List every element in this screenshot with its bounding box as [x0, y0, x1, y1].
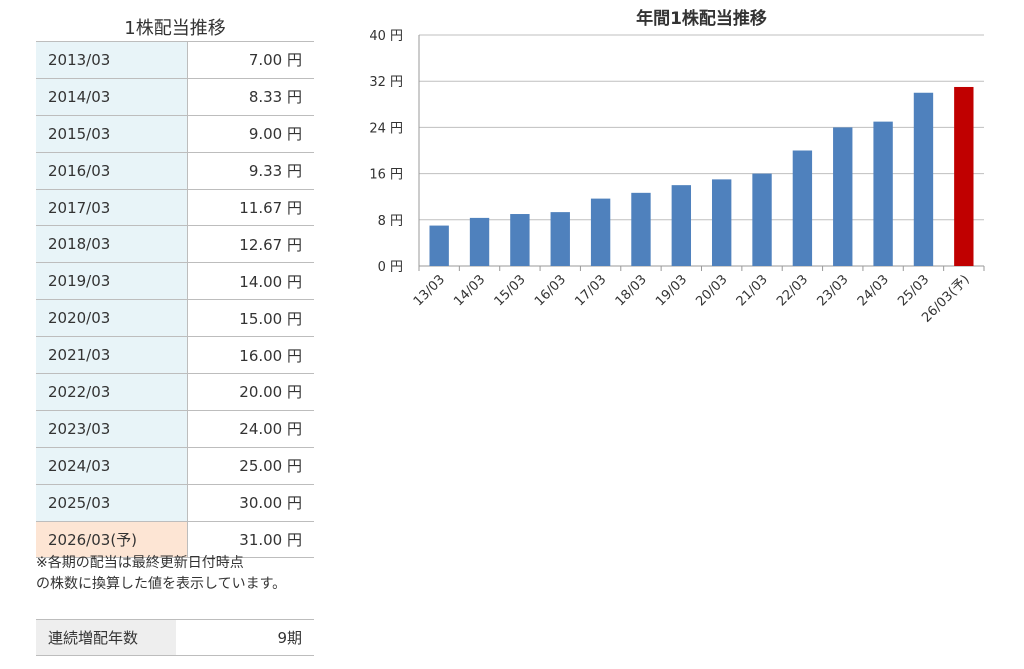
- dividend-period: 2021/03: [36, 336, 188, 375]
- y-tick-label: 16 円: [369, 168, 403, 183]
- bar: [752, 173, 772, 266]
- dividend-row: 2022/03 20.00 円: [36, 373, 314, 411]
- dividend-row: 2025/03 30.00 円: [36, 484, 314, 522]
- dividend-row: 2024/03 25.00 円: [36, 447, 314, 485]
- dividend-amount: 16.00 円: [187, 336, 314, 375]
- dividend-amount: 12.67 円: [187, 225, 314, 264]
- dividend-row: 2021/03 16.00 円: [36, 336, 314, 375]
- dividend-row: 2020/03 15.00 円: [36, 299, 314, 338]
- dividend-row: 2026/03(予) 31.00 円: [36, 521, 314, 559]
- bar: [873, 121, 893, 266]
- x-tick-label: 14/03: [451, 272, 488, 309]
- dividend-row: 2015/03 9.00 円: [36, 115, 314, 153]
- y-tick-label: 0 円: [378, 260, 403, 275]
- bar: [792, 150, 813, 266]
- dividend-row: 2013/03 7.00 円: [36, 41, 314, 79]
- bar: [711, 179, 732, 266]
- dividend-note: ※各期の配当は最終更新日付時点 の株数に換算した値を表示しています。: [36, 553, 326, 595]
- dividend-period: 2017/03: [36, 189, 188, 227]
- dividend-amount: 15.00 円: [187, 299, 314, 338]
- consecutive-increase-value: 9期: [176, 619, 314, 656]
- dividend-period: 2014/03: [36, 78, 188, 116]
- dividend-amount: 11.67 円: [187, 189, 314, 227]
- x-tick-label: 20/03: [693, 272, 730, 309]
- bar: [954, 86, 974, 266]
- dividend-period: 2013/03: [36, 41, 188, 79]
- dividend-amount: 20.00 円: [187, 373, 314, 411]
- dividend-amount: 14.00 円: [187, 262, 314, 301]
- bar: [833, 127, 853, 267]
- dividend-table-title: 1株配当推移: [124, 18, 226, 39]
- y-tick-label: 8 円: [378, 214, 403, 229]
- x-tick-label: 15/03: [492, 272, 529, 309]
- note-line-1: ※各期の配当は最終更新日付時点: [36, 555, 244, 571]
- dividend-period: 2024/03: [36, 447, 188, 485]
- dividend-amount: 8.33 円: [187, 78, 314, 116]
- dividend-period: 2022/03: [36, 373, 188, 411]
- dividend-row: 2016/03 9.33 円: [36, 152, 314, 190]
- bar: [469, 217, 490, 266]
- dividend-period: 2016/03: [36, 152, 188, 190]
- bar: [671, 185, 692, 266]
- consecutive-increase-row: 連続増配年数 9期: [36, 619, 314, 656]
- chart-title: 年間1株配当推移: [636, 8, 767, 29]
- x-tick-label: 13/03: [411, 272, 448, 309]
- y-tick-label: 32 円: [369, 75, 403, 90]
- dividend-amount: 9.33 円: [187, 152, 314, 190]
- y-tick-label: 24 円: [369, 121, 403, 136]
- x-tick-label: 16/03: [532, 272, 569, 309]
- x-tick-label: 22/03: [774, 272, 811, 309]
- dividend-amount: 31.00 円: [187, 521, 314, 559]
- dividend-amount: 7.00 円: [187, 41, 314, 79]
- consecutive-increase-table: 連続増配年数 9期: [36, 619, 314, 656]
- dividend-period: 2015/03: [36, 115, 188, 153]
- dividend-period: 2026/03(予): [36, 521, 188, 559]
- y-tick-label: 40 円: [369, 29, 403, 44]
- dividend-amount: 25.00 円: [187, 447, 314, 485]
- bar: [631, 192, 651, 266]
- x-tick-label: 18/03: [613, 272, 650, 309]
- dividend-amount: 9.00 円: [187, 115, 314, 153]
- x-tick-label: 21/03: [734, 272, 771, 309]
- x-tick-label: 25/03: [895, 272, 932, 309]
- x-tick-label: 19/03: [653, 272, 690, 309]
- dividend-period: 2025/03: [36, 484, 188, 522]
- bar: [429, 225, 449, 266]
- note-line-2: の株数に換算した値を表示しています。: [36, 576, 287, 592]
- bar: [550, 212, 570, 266]
- dividend-row: 2017/03 11.67 円: [36, 189, 314, 227]
- dividend-period: 2019/03: [36, 262, 188, 301]
- dividend-row: 2014/03 8.33 円: [36, 78, 314, 116]
- bar: [590, 198, 611, 266]
- dividend-period: 2018/03: [36, 225, 188, 264]
- bar: [913, 92, 934, 266]
- dividend-amount: 24.00 円: [187, 410, 314, 448]
- dividend-period: 2020/03: [36, 299, 188, 338]
- x-tick-label: 23/03: [814, 272, 851, 309]
- consecutive-increase-label: 連続増配年数: [36, 619, 176, 656]
- annual-dividend-chart: 年間1株配当推移 0 円 8 円 16 円 24 円 32 円 40 円 13/03 14/03…: [369, 8, 985, 326]
- bar: [510, 214, 530, 266]
- x-tick-label: 17/03: [572, 272, 609, 309]
- dividend-row: 2023/03 24.00 円: [36, 410, 314, 448]
- dividend-period: 2023/03: [36, 410, 188, 448]
- dividend-amount: 30.00 円: [187, 484, 314, 522]
- x-tick-label: 24/03: [855, 272, 892, 309]
- dividend-row: 2018/03 12.67 円: [36, 225, 314, 264]
- dividend-row: 2019/03 14.00 円: [36, 262, 314, 301]
